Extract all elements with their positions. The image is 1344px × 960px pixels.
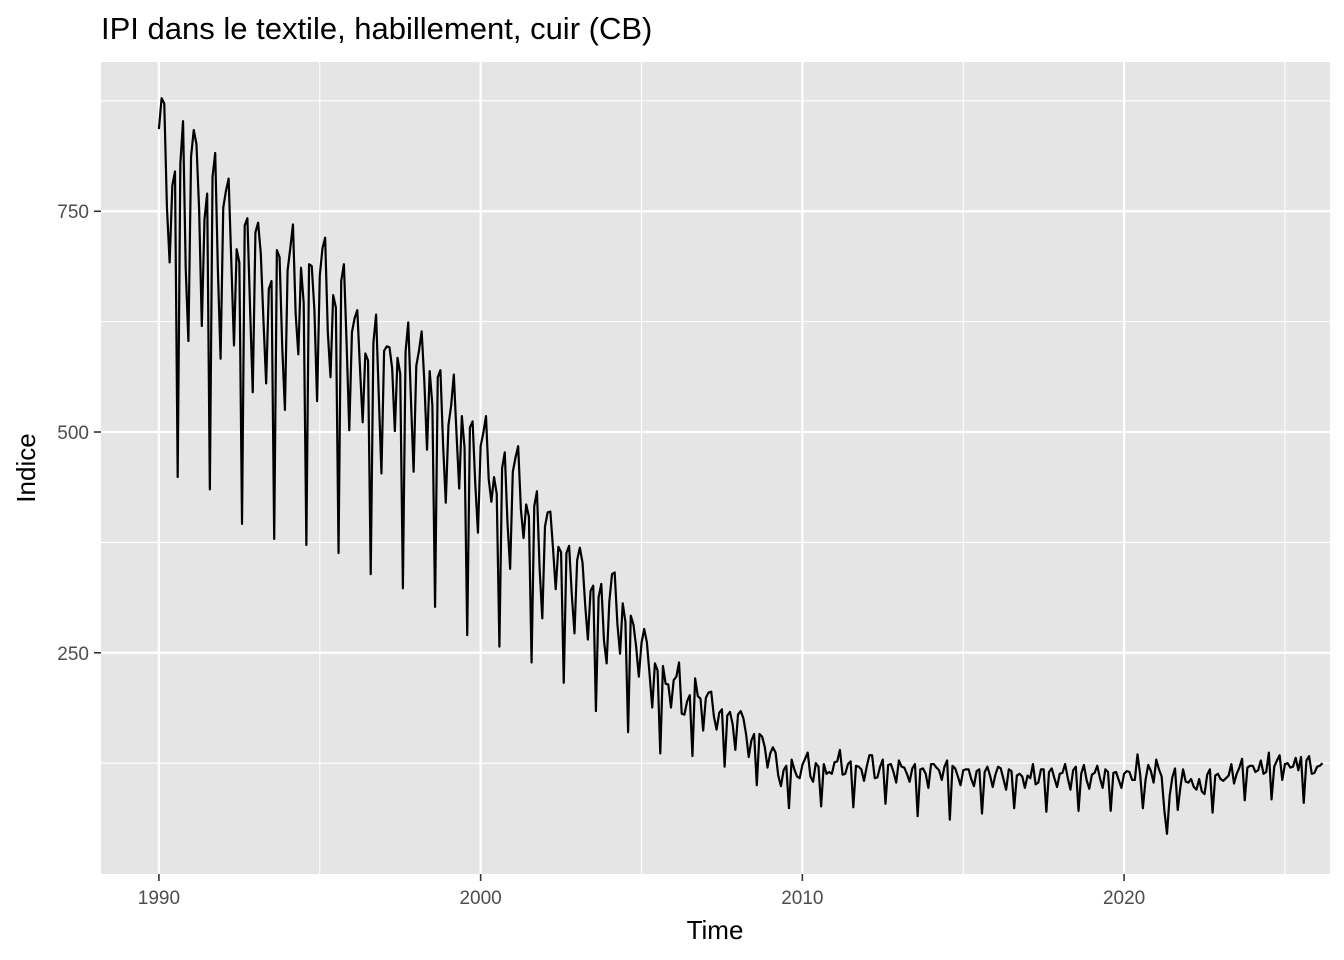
y-axis-title: Indice bbox=[11, 433, 41, 502]
series-line bbox=[157, 97, 1324, 835]
x-tick-label: 2000 bbox=[459, 888, 501, 909]
x-tick-label: 2010 bbox=[781, 888, 823, 909]
x-tick-label: 2020 bbox=[1103, 888, 1145, 909]
x-axis-title: Time bbox=[687, 915, 744, 945]
plot-panel bbox=[101, 62, 1330, 874]
y-tick-label: 500 bbox=[57, 423, 89, 444]
x-axis: 1990 2000 2010 2020 bbox=[138, 874, 1145, 909]
x-tick-label: 1990 bbox=[138, 888, 180, 909]
chart-title: IPI dans le textile, habillement, cuir (… bbox=[101, 11, 652, 46]
y-tick-label: 750 bbox=[57, 202, 89, 223]
y-axis: 250 500 750 bbox=[57, 202, 101, 665]
y-tick-label: 250 bbox=[57, 644, 89, 665]
